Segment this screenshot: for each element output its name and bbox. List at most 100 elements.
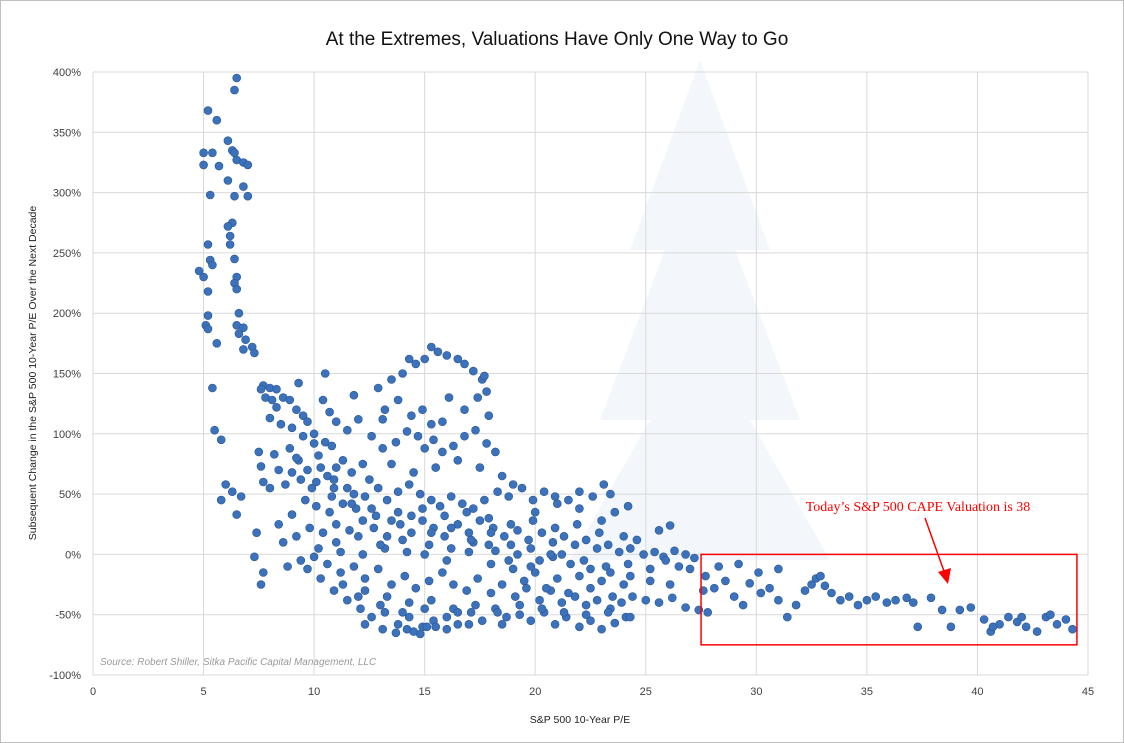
data-point	[303, 465, 312, 475]
data-point	[610, 507, 620, 517]
data-point	[438, 417, 447, 427]
data-point	[378, 414, 388, 424]
data-point	[367, 612, 376, 622]
data-point	[239, 345, 248, 354]
data-point	[411, 583, 421, 593]
data-point	[606, 568, 615, 577]
data-point	[1068, 624, 1077, 634]
data-point	[418, 405, 427, 415]
data-point	[738, 600, 748, 610]
x-tick-label: 45	[1082, 686, 1094, 698]
data-point	[212, 338, 222, 348]
data-point	[446, 544, 456, 553]
data-point	[387, 516, 396, 525]
data-point	[378, 624, 388, 634]
data-point	[287, 423, 297, 433]
data-point	[320, 369, 330, 378]
data-point	[407, 528, 416, 538]
y-tick-label: 400%	[53, 67, 81, 79]
data-point	[407, 511, 416, 521]
x-tick-label: 10	[308, 686, 320, 698]
data-point	[345, 525, 354, 535]
data-point	[420, 443, 430, 453]
data-point	[926, 593, 936, 603]
data-point	[391, 628, 401, 638]
data-point	[393, 619, 403, 629]
data-point	[457, 499, 467, 509]
data-point	[524, 535, 533, 545]
data-point	[382, 495, 392, 505]
x-axis-title: S&P 500 10-Year P/E	[530, 714, 630, 726]
data-point	[278, 537, 288, 547]
data-point	[530, 507, 540, 517]
data-point	[654, 525, 664, 535]
data-point	[442, 624, 452, 634]
data-point	[327, 441, 337, 451]
data-point	[453, 519, 463, 529]
data-point	[625, 612, 635, 622]
data-point	[232, 73, 241, 83]
data-point	[225, 240, 235, 249]
data-point	[411, 359, 421, 369]
data-point	[243, 191, 253, 201]
data-point	[256, 580, 266, 589]
data-point	[504, 556, 514, 565]
data-point	[316, 574, 326, 583]
data-point	[426, 495, 436, 505]
data-point	[243, 160, 253, 170]
data-point	[913, 622, 923, 632]
y-tick-label: 150%	[53, 369, 81, 381]
data-point	[579, 556, 589, 565]
data-point	[517, 483, 527, 493]
data-point	[484, 411, 494, 421]
data-point	[329, 586, 339, 595]
data-point	[265, 413, 275, 423]
data-point	[559, 607, 569, 617]
data-point	[256, 462, 266, 471]
data-point	[424, 540, 434, 550]
data-point	[250, 552, 259, 562]
x-tick-label: 30	[750, 686, 762, 698]
data-point	[526, 616, 536, 626]
data-point	[548, 537, 558, 547]
data-point	[745, 578, 755, 588]
data-point	[946, 622, 956, 632]
data-point	[371, 511, 381, 521]
data-point	[552, 499, 562, 509]
data-point	[486, 528, 496, 538]
data-point	[714, 562, 724, 571]
data-point	[426, 419, 436, 429]
data-point	[314, 451, 323, 460]
data-point	[493, 487, 502, 497]
data-point	[891, 595, 900, 605]
data-point	[513, 550, 522, 559]
data-point	[265, 483, 275, 493]
data-point	[453, 455, 463, 465]
data-point	[294, 378, 303, 388]
data-point	[256, 384, 266, 394]
data-point	[535, 595, 544, 605]
data-point	[515, 600, 525, 610]
data-point	[329, 483, 339, 493]
data-point	[203, 106, 213, 115]
data-point	[420, 604, 430, 614]
data-point	[564, 588, 573, 598]
data-point	[645, 564, 655, 574]
data-point	[449, 580, 458, 589]
data-point	[690, 553, 699, 563]
data-point	[645, 576, 655, 586]
data-point	[491, 447, 500, 457]
data-point	[550, 523, 560, 533]
data-point	[908, 598, 918, 607]
x-tick-label: 5	[200, 686, 206, 698]
data-point	[791, 600, 801, 610]
data-point	[526, 562, 536, 571]
data-point	[853, 600, 863, 610]
data-point	[409, 468, 418, 477]
data-point	[597, 516, 606, 525]
data-point	[203, 324, 213, 334]
data-point	[347, 499, 357, 509]
data-point	[236, 492, 246, 501]
data-point	[623, 501, 633, 511]
